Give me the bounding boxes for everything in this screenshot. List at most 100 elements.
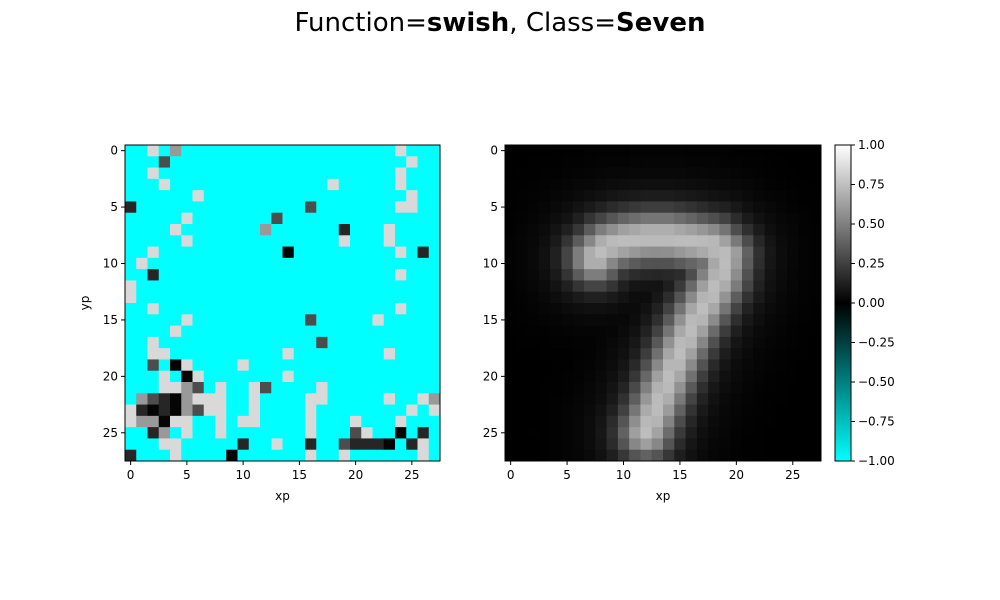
heatmap-cell bbox=[338, 359, 351, 372]
heatmap-cell bbox=[428, 235, 441, 247]
heatmap-cell bbox=[708, 359, 720, 372]
heatmap-cell bbox=[584, 438, 596, 451]
heatmap-cell bbox=[327, 235, 340, 247]
heatmap-cell bbox=[584, 370, 596, 383]
heatmap-cell bbox=[350, 178, 362, 191]
heatmap-cell bbox=[787, 370, 799, 383]
heatmap-cell bbox=[417, 427, 430, 439]
heatmap-cell bbox=[798, 246, 811, 259]
heatmap-cell bbox=[383, 257, 396, 270]
heatmap-cell bbox=[527, 235, 540, 247]
heatmap-cell bbox=[428, 393, 441, 405]
heatmap-cell bbox=[203, 190, 216, 202]
heatmap-cell bbox=[685, 415, 698, 428]
heatmap-cell bbox=[527, 427, 540, 439]
heatmap-cell bbox=[798, 224, 811, 236]
heatmap-cell bbox=[158, 325, 171, 338]
heatmap-cell bbox=[516, 246, 528, 259]
heatmap-cell bbox=[617, 224, 630, 236]
heatmap-cell bbox=[753, 246, 765, 259]
heatmap-cell bbox=[406, 212, 418, 225]
heatmap-cell bbox=[147, 348, 160, 360]
heatmap-cell bbox=[674, 280, 686, 293]
heatmap-cell bbox=[629, 178, 641, 191]
heatmap-cell bbox=[572, 314, 585, 326]
heatmap-cell bbox=[237, 382, 250, 394]
heatmap-cell bbox=[305, 145, 317, 157]
heatmap-cell bbox=[170, 382, 182, 394]
heatmap-cell bbox=[561, 382, 574, 394]
heatmap-cell bbox=[383, 382, 396, 394]
heatmap-cell bbox=[237, 325, 250, 338]
heatmap-cell bbox=[617, 370, 630, 383]
heatmap-cell bbox=[708, 291, 720, 304]
heatmap-cell bbox=[248, 291, 261, 304]
heatmap-cell bbox=[147, 336, 160, 349]
y-tick-label: 20 bbox=[483, 369, 498, 383]
heatmap-cell bbox=[742, 224, 754, 236]
heatmap-cell bbox=[136, 348, 148, 360]
heatmap-cell bbox=[181, 167, 193, 180]
heatmap-cell bbox=[764, 167, 777, 180]
heatmap-cell bbox=[629, 235, 641, 247]
heatmap-cell bbox=[215, 449, 227, 462]
heatmap-cell bbox=[663, 224, 675, 236]
heatmap-cell bbox=[730, 201, 743, 214]
heatmap-cell bbox=[316, 404, 328, 417]
heatmap-cell bbox=[775, 449, 788, 462]
heatmap-cell bbox=[203, 348, 216, 360]
heatmap-cell bbox=[305, 415, 317, 428]
heatmap-cell bbox=[696, 167, 709, 180]
heatmap-cell bbox=[316, 336, 328, 349]
heatmap-cell bbox=[136, 370, 148, 383]
heatmap-cell bbox=[305, 235, 317, 247]
heatmap-cell bbox=[248, 167, 261, 180]
heatmap-cell bbox=[674, 212, 686, 225]
heatmap-cell bbox=[663, 280, 675, 293]
heatmap-cell bbox=[192, 156, 205, 168]
heatmap-cell bbox=[203, 224, 216, 236]
heatmap-cell bbox=[663, 336, 675, 349]
heatmap-cell bbox=[516, 359, 528, 372]
heatmap-cell bbox=[538, 167, 551, 180]
x-tick-label: 25 bbox=[785, 468, 800, 482]
heatmap-cell bbox=[651, 167, 664, 180]
heatmap-cell bbox=[383, 370, 396, 383]
heatmap-cell bbox=[584, 348, 596, 360]
heatmap-cell bbox=[663, 449, 675, 462]
heatmap-cell bbox=[293, 382, 306, 394]
heatmap-cell bbox=[617, 449, 630, 462]
heatmap-cell bbox=[282, 246, 295, 259]
heatmap-cell bbox=[753, 224, 765, 236]
heatmap-cell bbox=[527, 246, 540, 259]
heatmap-cell bbox=[516, 325, 528, 338]
heatmap-cell bbox=[787, 449, 799, 462]
heatmap-cell bbox=[764, 325, 777, 338]
heatmap-cell bbox=[203, 404, 216, 417]
heatmap-cell bbox=[136, 427, 148, 439]
heatmap-cell bbox=[719, 359, 732, 372]
heatmap-cell bbox=[775, 224, 788, 236]
heatmap-cell bbox=[215, 212, 227, 225]
heatmap-cell bbox=[192, 325, 205, 338]
heatmap-cell bbox=[764, 404, 777, 417]
heatmap-cell bbox=[719, 325, 732, 338]
heatmap-cell bbox=[293, 449, 306, 462]
heatmap-cell bbox=[293, 415, 306, 428]
heatmap-cell bbox=[125, 167, 137, 180]
heatmap-cell bbox=[136, 314, 148, 326]
heatmap-cell bbox=[260, 145, 272, 157]
heatmap-cell bbox=[327, 201, 340, 214]
heatmap-cell bbox=[775, 201, 788, 214]
heatmap-cell bbox=[561, 359, 574, 372]
heatmap-cell bbox=[561, 167, 574, 180]
heatmap-cell bbox=[158, 235, 171, 247]
heatmap-cell bbox=[550, 280, 562, 293]
heatmap-cell bbox=[505, 167, 517, 180]
heatmap-cell bbox=[505, 156, 517, 168]
heatmap-cell bbox=[674, 167, 686, 180]
heatmap-cell bbox=[550, 314, 562, 326]
heatmap-cell bbox=[685, 201, 698, 214]
heatmap-cell bbox=[663, 145, 675, 157]
